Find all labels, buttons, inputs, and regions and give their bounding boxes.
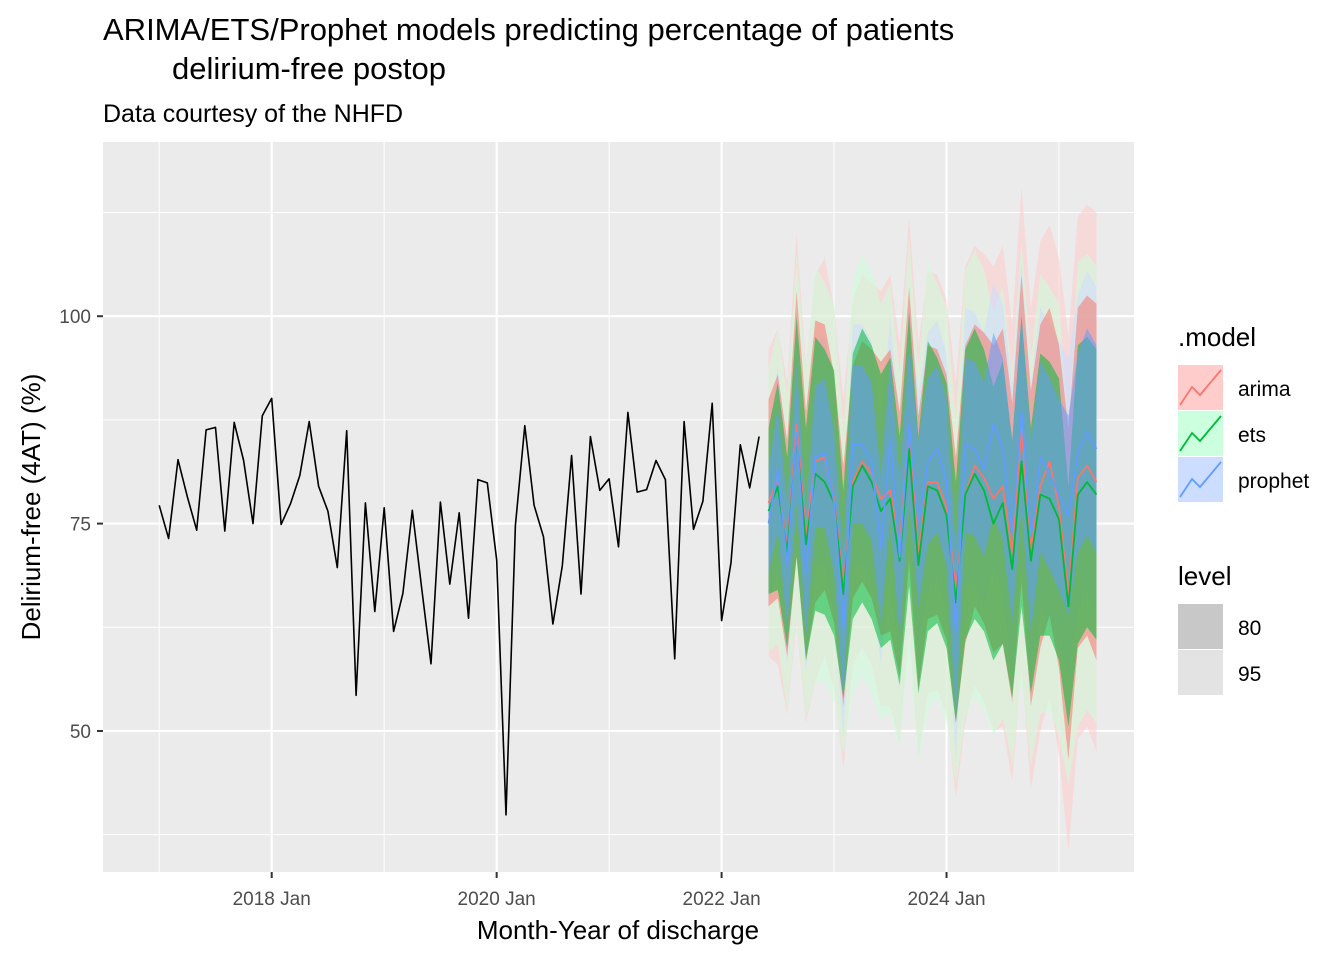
history-line [158, 397, 760, 816]
x-tick-label: 2020 Jan [458, 889, 536, 910]
chart-subtitle: Data courtesy of the NHFD [103, 100, 403, 128]
legend-model-title: .model [1178, 322, 1256, 352]
y-axis: 50 75 100 [59, 307, 103, 743]
legend-label-arima: arima [1238, 378, 1291, 401]
y-tick-label: 50 [70, 722, 91, 743]
legend-key-level-95 [1178, 650, 1223, 695]
series-lines [158, 397, 1098, 816]
legend-key-level-80 [1178, 604, 1223, 649]
forecast-intervals [768, 187, 1097, 852]
legend-key-fill-prophet [1178, 457, 1223, 502]
forecast-line-arima [767, 423, 1098, 595]
x-tick-label: 2018 Jan [233, 889, 311, 910]
chart-title-line-2: delirium-free postop [172, 51, 446, 86]
legend-label-level-80: 80 [1238, 617, 1261, 640]
legend-key-line-prophet [1179, 461, 1222, 498]
forecast-line-ets [767, 435, 1098, 608]
x-tick-label: 2022 Jan [683, 889, 761, 910]
legend-label-prophet: prophet [1238, 470, 1309, 493]
y-tick-label: 100 [59, 307, 91, 328]
legend-key-fill-ets [1178, 411, 1223, 456]
chart-title-line-1: ARIMA/ETS/Prophet models predicting perc… [103, 12, 954, 47]
legend-level-title: level [1178, 561, 1231, 591]
y-axis-title: Delirium-free (4AT) (%) [16, 374, 46, 641]
x-axis: 2018 Jan 2020 Jan 2022 Jan 2024 Jan [233, 872, 986, 910]
grid-major [103, 142, 1134, 872]
legend-model-keys [1178, 365, 1223, 502]
legend-key-line-arima [1179, 369, 1222, 406]
forecast-line-prophet [767, 410, 1098, 633]
legend-key-fill-arima [1178, 365, 1223, 410]
ribbon-80-prophet [768, 316, 1097, 715]
x-axis-title: Month-Year of discharge [477, 915, 759, 945]
x-tick-label: 2024 Jan [907, 889, 985, 910]
y-tick-label: 75 [70, 515, 91, 536]
legend-label-ets: ets [1238, 424, 1266, 447]
legend-key-line-ets [1179, 415, 1222, 452]
legend: .model arima ets prophet level 80 95 [1178, 322, 1309, 695]
legend-label-level-95: 95 [1238, 663, 1261, 686]
